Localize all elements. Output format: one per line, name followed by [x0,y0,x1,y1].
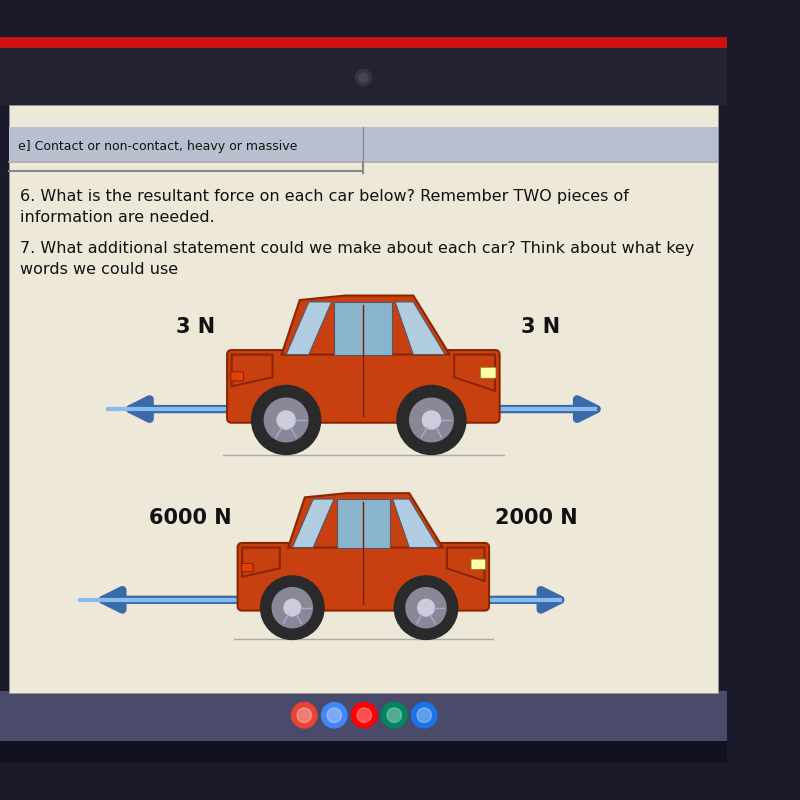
Circle shape [351,702,377,728]
Circle shape [284,599,301,616]
Polygon shape [447,547,485,581]
Circle shape [382,702,407,728]
FancyBboxPatch shape [9,127,718,162]
Polygon shape [286,302,331,354]
Text: 3 N: 3 N [521,318,560,338]
FancyBboxPatch shape [481,367,496,378]
Text: 6000 N: 6000 N [150,508,232,528]
Polygon shape [395,302,445,354]
Polygon shape [242,547,280,577]
Polygon shape [393,499,438,547]
Circle shape [357,708,371,722]
Circle shape [359,73,368,82]
Circle shape [406,588,446,628]
Circle shape [411,702,437,728]
Circle shape [327,708,342,722]
Circle shape [355,70,371,86]
Circle shape [252,386,321,454]
FancyBboxPatch shape [230,372,243,381]
Polygon shape [334,302,393,354]
Circle shape [272,588,312,628]
Text: 7. What additional statement could we make about each car? Think about what key
: 7. What additional statement could we ma… [20,241,694,277]
Circle shape [410,398,454,442]
Circle shape [277,411,295,429]
Text: 2000 N: 2000 N [494,508,578,528]
FancyBboxPatch shape [0,37,726,105]
Circle shape [422,411,441,429]
FancyBboxPatch shape [0,741,726,763]
Polygon shape [288,493,442,547]
FancyBboxPatch shape [242,563,253,572]
FancyBboxPatch shape [0,37,726,47]
FancyBboxPatch shape [9,105,718,694]
Circle shape [417,708,431,722]
FancyBboxPatch shape [238,543,489,610]
Circle shape [297,708,311,722]
Text: 6. What is the resultant force on each car below? Remember TWO pieces of
informa: 6. What is the resultant force on each c… [20,190,629,226]
Polygon shape [337,499,390,547]
FancyBboxPatch shape [0,690,726,741]
Circle shape [291,702,317,728]
Circle shape [264,398,308,442]
Circle shape [394,576,458,639]
Circle shape [397,386,466,454]
Circle shape [418,599,434,616]
Polygon shape [454,354,495,391]
Circle shape [322,702,347,728]
Polygon shape [232,354,273,386]
Polygon shape [282,295,450,354]
Circle shape [261,576,324,639]
FancyBboxPatch shape [227,350,499,422]
Polygon shape [292,499,334,547]
Text: e] Contact or non-contact, heavy or massive: e] Contact or non-contact, heavy or mass… [18,140,298,153]
Circle shape [387,708,402,722]
Text: 3 N: 3 N [176,318,215,338]
FancyBboxPatch shape [471,559,486,570]
